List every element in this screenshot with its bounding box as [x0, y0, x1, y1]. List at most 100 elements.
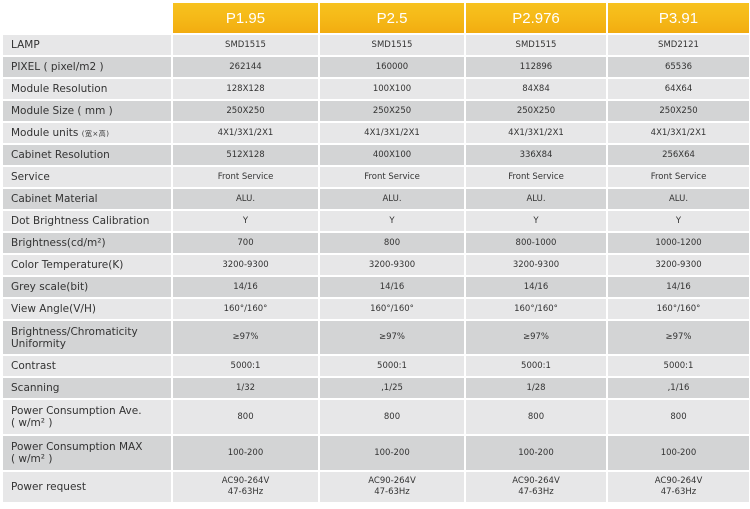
row-value: 256X64	[608, 145, 749, 165]
row-value: 160°/160°	[608, 299, 749, 319]
spec-row-module-units: Module units (宽×高) 4X1/3X1/2X1 4X1/3X1/2…	[3, 123, 749, 143]
row-value: ≥97%	[608, 321, 749, 354]
row-label: Power request	[3, 472, 171, 502]
row-value: Front Service	[320, 167, 464, 187]
spec-row-scanning: Scanning 1/32 ,1/25 1/28 ,1/16	[3, 378, 749, 398]
row-value: ,1/16	[608, 378, 749, 398]
row-value: 14/16	[320, 277, 464, 297]
spec-row-brightness: Brightness(cd/m²) 700 800 800-1000 1000-…	[3, 233, 749, 253]
row-value: 160000	[320, 57, 464, 77]
value-line: AC90-264V	[221, 476, 270, 486]
row-value: AC90-264V 47-63Hz	[466, 472, 606, 502]
spec-row-color-temperature: Color Temperature(K) 3200-9300 3200-9300…	[3, 255, 749, 275]
row-label-line: Power Consumption MAX	[11, 441, 143, 453]
value-line: AC90-264V	[512, 476, 560, 486]
row-label: Scanning	[3, 378, 171, 398]
row-value: 160°/160°	[320, 299, 464, 319]
row-value: AC90-264V 47-63Hz	[173, 472, 318, 502]
row-value: 65536	[608, 57, 749, 77]
row-value: SMD2121	[608, 35, 749, 55]
row-value: 100-200	[173, 436, 318, 470]
value-line: 47-63Hz	[518, 487, 554, 497]
spec-row-power-ave: Power Consumption Ave.( w/m² ) 800 800 8…	[3, 400, 749, 434]
row-value: 14/16	[466, 277, 606, 297]
spec-row-power-max: Power Consumption MAX( w/m² ) 100-200 10…	[3, 436, 749, 470]
row-value: 100X100	[320, 79, 464, 99]
row-value: 250X250	[173, 101, 318, 121]
row-value: 512X128	[173, 145, 318, 165]
row-value: ALU.	[608, 189, 749, 209]
row-label: Cabinet Resolution	[3, 145, 171, 165]
row-value: 128X128	[173, 79, 318, 99]
row-value: 3200-9300	[173, 255, 318, 275]
row-value: 250X250	[320, 101, 464, 121]
row-value: 700	[173, 233, 318, 253]
row-value: 14/16	[173, 277, 318, 297]
row-value: ≥97%	[173, 321, 318, 354]
row-label: View Angle(V/H)	[3, 299, 171, 319]
row-value: 84X84	[466, 79, 606, 99]
row-value: 262144	[173, 57, 318, 77]
row-label: Grey scale(bit)	[3, 277, 171, 297]
row-value: 4X1/3X1/2X1	[173, 123, 318, 143]
value-line: AC90-264V	[654, 476, 703, 486]
row-value: Y	[608, 211, 749, 231]
row-label: Brightness/Chromaticity Uniformity	[3, 321, 171, 354]
row-value: 4X1/3X1/2X1	[320, 123, 464, 143]
spec-row-uniformity: Brightness/Chromaticity Uniformity ≥97% ≥…	[3, 321, 749, 354]
row-value: 100-200	[466, 436, 606, 470]
spec-row-service: Service Front Service Front Service Fron…	[3, 167, 749, 187]
spec-row-module-resolution: Module Resolution 128X128 100X100 84X84 …	[3, 79, 749, 99]
row-value: 250X250	[466, 101, 606, 121]
row-value: 336X84	[466, 145, 606, 165]
spec-row-pixel: PIXEL ( pixel/m2 ) 262144 160000 112896 …	[3, 57, 749, 77]
row-value: 800	[320, 400, 464, 434]
row-value: 160°/160°	[173, 299, 318, 319]
header-model: P2.976	[466, 3, 606, 33]
row-value: ≥97%	[320, 321, 464, 354]
row-value: Y	[173, 211, 318, 231]
spec-row-module-size: Module Size ( mm ) 250X250 250X250 250X2…	[3, 101, 749, 121]
row-value: 800	[608, 400, 749, 434]
row-value: 1000-1200	[608, 233, 749, 253]
row-value: ALU.	[466, 189, 606, 209]
row-value: ,1/25	[320, 378, 464, 398]
row-value: SMD1515	[173, 35, 318, 55]
header-model: P3.91	[608, 3, 749, 33]
row-label-line: ( w/m² )	[11, 417, 53, 429]
header-corner	[3, 3, 171, 33]
header-row: P1.95 P2.5 P2.976 P3.91	[3, 3, 749, 33]
row-label: Power Consumption MAX( w/m² )	[3, 436, 171, 470]
row-value: 250X250	[608, 101, 749, 121]
spec-row-cabinet-material: Cabinet Material ALU. ALU. ALU. ALU.	[3, 189, 749, 209]
row-value: ≥97%	[466, 321, 606, 354]
row-value: 3200-9300	[320, 255, 464, 275]
row-value: AC90-264V 47-63Hz	[320, 472, 464, 502]
row-value: 100-200	[320, 436, 464, 470]
row-label: PIXEL ( pixel/m2 )	[3, 57, 171, 77]
row-value: 3200-9300	[608, 255, 749, 275]
spec-row-contrast: Contrast 5000:1 5000:1 5000:1 5000:1	[3, 356, 749, 376]
row-label: Service	[3, 167, 171, 187]
row-value: 1/32	[173, 378, 318, 398]
row-label: Contrast	[3, 356, 171, 376]
row-value: Front Service	[608, 167, 749, 187]
row-label: Module units (宽×高)	[3, 123, 171, 143]
spec-row-lamp: LAMP SMD1515 SMD1515 SMD1515 SMD2121	[3, 35, 749, 55]
row-label-line: Power Consumption Ave.	[11, 405, 142, 417]
row-label: Dot Brightness Calibration	[3, 211, 171, 231]
row-value: 112896	[466, 57, 606, 77]
header-model: P2.5	[320, 3, 464, 33]
row-value: 14/16	[608, 277, 749, 297]
row-value: 800-1000	[466, 233, 606, 253]
row-value: 4X1/3X1/2X1	[466, 123, 606, 143]
row-value: 64X64	[608, 79, 749, 99]
row-label: Cabinet Material	[3, 189, 171, 209]
row-label: LAMP	[3, 35, 171, 55]
row-value: ALU.	[173, 189, 318, 209]
row-label: Brightness(cd/m²)	[3, 233, 171, 253]
spec-row-view-angle: View Angle(V/H) 160°/160° 160°/160° 160°…	[3, 299, 749, 319]
row-label-line: Brightness/Chromaticity	[11, 325, 138, 338]
row-label-suffix: (宽×高)	[81, 129, 110, 138]
